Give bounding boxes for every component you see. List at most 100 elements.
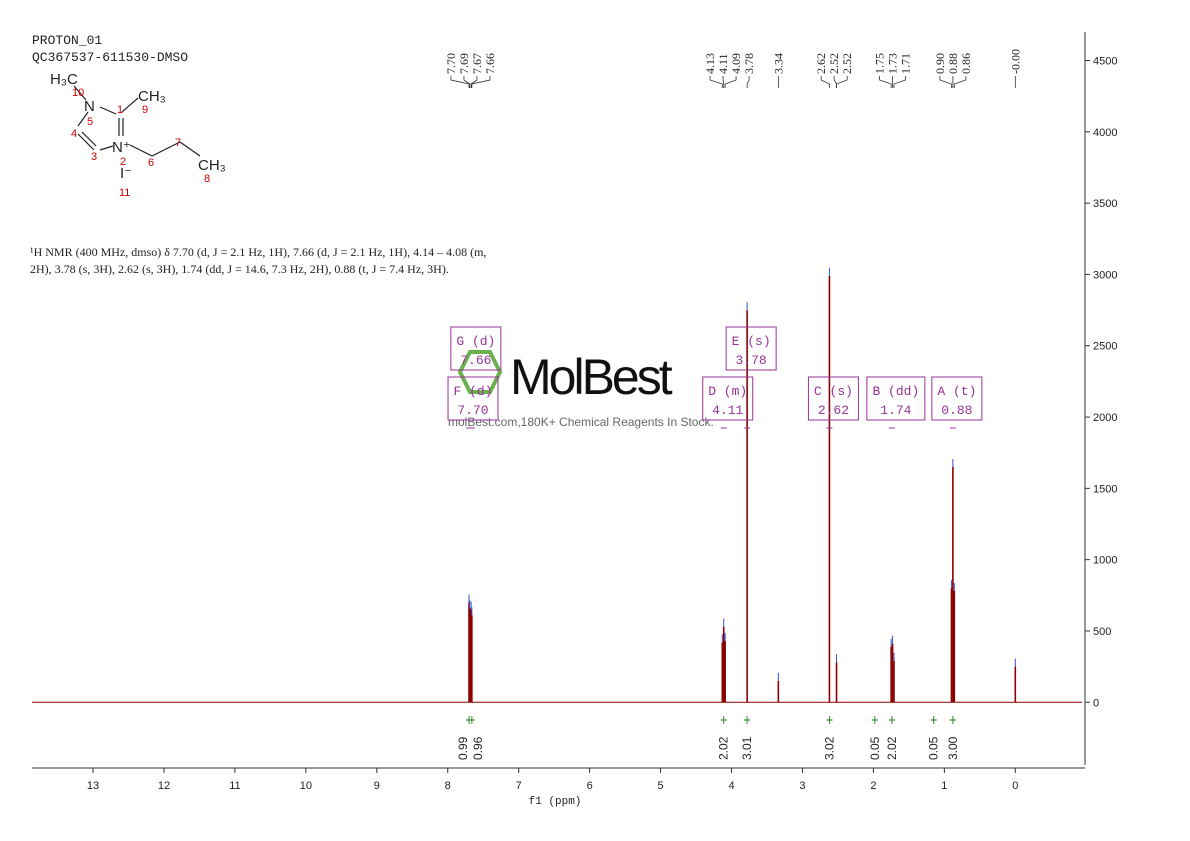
bond [99, 106, 117, 115]
watermark-logo [457, 350, 503, 394]
bond [151, 141, 181, 157]
peak-label: 0.90 [933, 53, 947, 74]
x-tick-label: 6 [587, 780, 593, 792]
multiplet-box [725, 326, 777, 371]
structure-label: 9 [142, 104, 148, 116]
bond [81, 131, 97, 147]
y-tick-label: 1000 [1093, 555, 1117, 567]
multiplet-shift: 0.88 [941, 403, 972, 418]
multiplet-shift: 7.70 [457, 403, 488, 418]
structure-label: CH₃ [138, 88, 166, 105]
bond [73, 85, 87, 101]
structure-label: 2 [120, 156, 126, 168]
peak-label-leader [724, 76, 737, 88]
multiplet-shift: 2.62 [818, 403, 849, 418]
peak-label: 4.13 [703, 53, 717, 74]
y-tick-label: 4000 [1093, 127, 1117, 139]
multiplet-box [866, 376, 926, 421]
structure-label: 11 [119, 187, 130, 199]
multiplet-box [702, 376, 754, 421]
peak-label-leader [463, 76, 471, 88]
y-tick-label: 2500 [1093, 341, 1117, 353]
watermark-text: MolBest [510, 349, 673, 405]
x-tick-label: 10 [300, 780, 312, 792]
peak-label-leader [836, 76, 848, 88]
x-tick-label: 0 [1012, 780, 1018, 792]
structure-label: 8 [204, 173, 210, 185]
peak-label: 1.73 [886, 53, 900, 74]
x-axis-label: f1 (ppm) [529, 796, 582, 808]
structure-label: I⁻ [120, 165, 132, 182]
multiplet-name: E (s) [732, 334, 771, 349]
description-line: 2H), 3.78 (s, 3H), 2.62 (s, 3H), 1.74 (d… [30, 262, 449, 276]
peak-label: 1.71 [899, 53, 913, 74]
bond [77, 111, 89, 127]
multiplet-name: B (dd) [872, 384, 919, 399]
structure-label: N⁺ [112, 139, 131, 156]
peak-label: 0.86 [959, 53, 973, 74]
multiplet-box [807, 376, 859, 421]
peak-label: 0.88 [946, 53, 960, 74]
peak-label-leader [450, 76, 470, 88]
structure-label: 1 [117, 104, 123, 116]
peak-label: 4.09 [729, 53, 743, 74]
structure-label: 7 [175, 137, 181, 149]
x-tick-label: 4 [728, 780, 734, 792]
peak-label: 1.75 [873, 53, 887, 74]
integral-label: 3.01 [740, 736, 754, 760]
y-tick-label: 4500 [1093, 56, 1117, 68]
integral-label: 0.99 [456, 736, 470, 760]
multiplet-box [447, 376, 499, 421]
description-line: ¹H NMR (400 MHz, dmso) δ 7.70 (d, J = 2.… [30, 245, 486, 259]
integral-label: 3.02 [822, 736, 836, 760]
x-tick-label: 3 [799, 780, 805, 792]
x-tick-label: 9 [374, 780, 380, 792]
multiplet-box [450, 326, 502, 371]
x-tick-label: 13 [87, 780, 99, 792]
structure-label: CH₃ [198, 157, 226, 174]
integral-label: 0.05 [927, 736, 941, 760]
watermark: MolBest molBest.com,180K+ Chemical Reage… [448, 349, 714, 429]
structure [73, 85, 201, 157]
bond [77, 133, 95, 151]
bond [129, 144, 153, 157]
peak-label-leader [470, 76, 478, 88]
structure-label: 10 [72, 87, 84, 99]
integral-label: 2.02 [885, 736, 899, 760]
x-tick-label: 8 [445, 780, 451, 792]
y-tick-label: 2000 [1093, 412, 1117, 424]
peak-label: 3.78 [742, 53, 756, 74]
peak-label: 7.67 [470, 53, 484, 74]
structure-label: H₃C [50, 71, 78, 88]
structure-label: 4 [71, 128, 77, 140]
multiplet-name: A (t) [937, 384, 976, 399]
x-tick-label: 12 [158, 780, 170, 792]
peak-label: 7.70 [444, 53, 458, 74]
y-tick-label: 3000 [1093, 269, 1117, 281]
title-line: QC367537-611530-DMSO [32, 50, 188, 65]
peak-label: 7.69 [457, 53, 471, 74]
multiplet-name: F (d) [454, 384, 493, 399]
peak-label-leader [722, 76, 725, 88]
multiplet-name: G (d) [456, 334, 495, 349]
integral-label: 0.05 [868, 736, 882, 760]
bond [121, 97, 139, 113]
watermark-caption: molBest.com,180K+ Chemical Reagents In S… [448, 415, 714, 429]
integral-label: 0.96 [471, 736, 485, 760]
y-tick-label: 1500 [1093, 483, 1117, 495]
x-tick-label: 7 [516, 780, 522, 792]
integral-label: 2.02 [717, 736, 731, 760]
peak-label: 2.62 [814, 53, 828, 74]
x-tick-label: 1 [941, 780, 947, 792]
multiplet-name: D (m) [708, 384, 747, 399]
bond [179, 141, 201, 157]
peak-label-leader [820, 76, 830, 88]
integral-label: 3.00 [946, 736, 960, 760]
multiplet-shift: 4.11 [712, 403, 743, 418]
peak-label: 4.11 [716, 53, 730, 74]
multiplet-shift: 7.66 [460, 353, 491, 368]
bond [99, 145, 114, 151]
multiplet-shift: 3.78 [736, 353, 767, 368]
